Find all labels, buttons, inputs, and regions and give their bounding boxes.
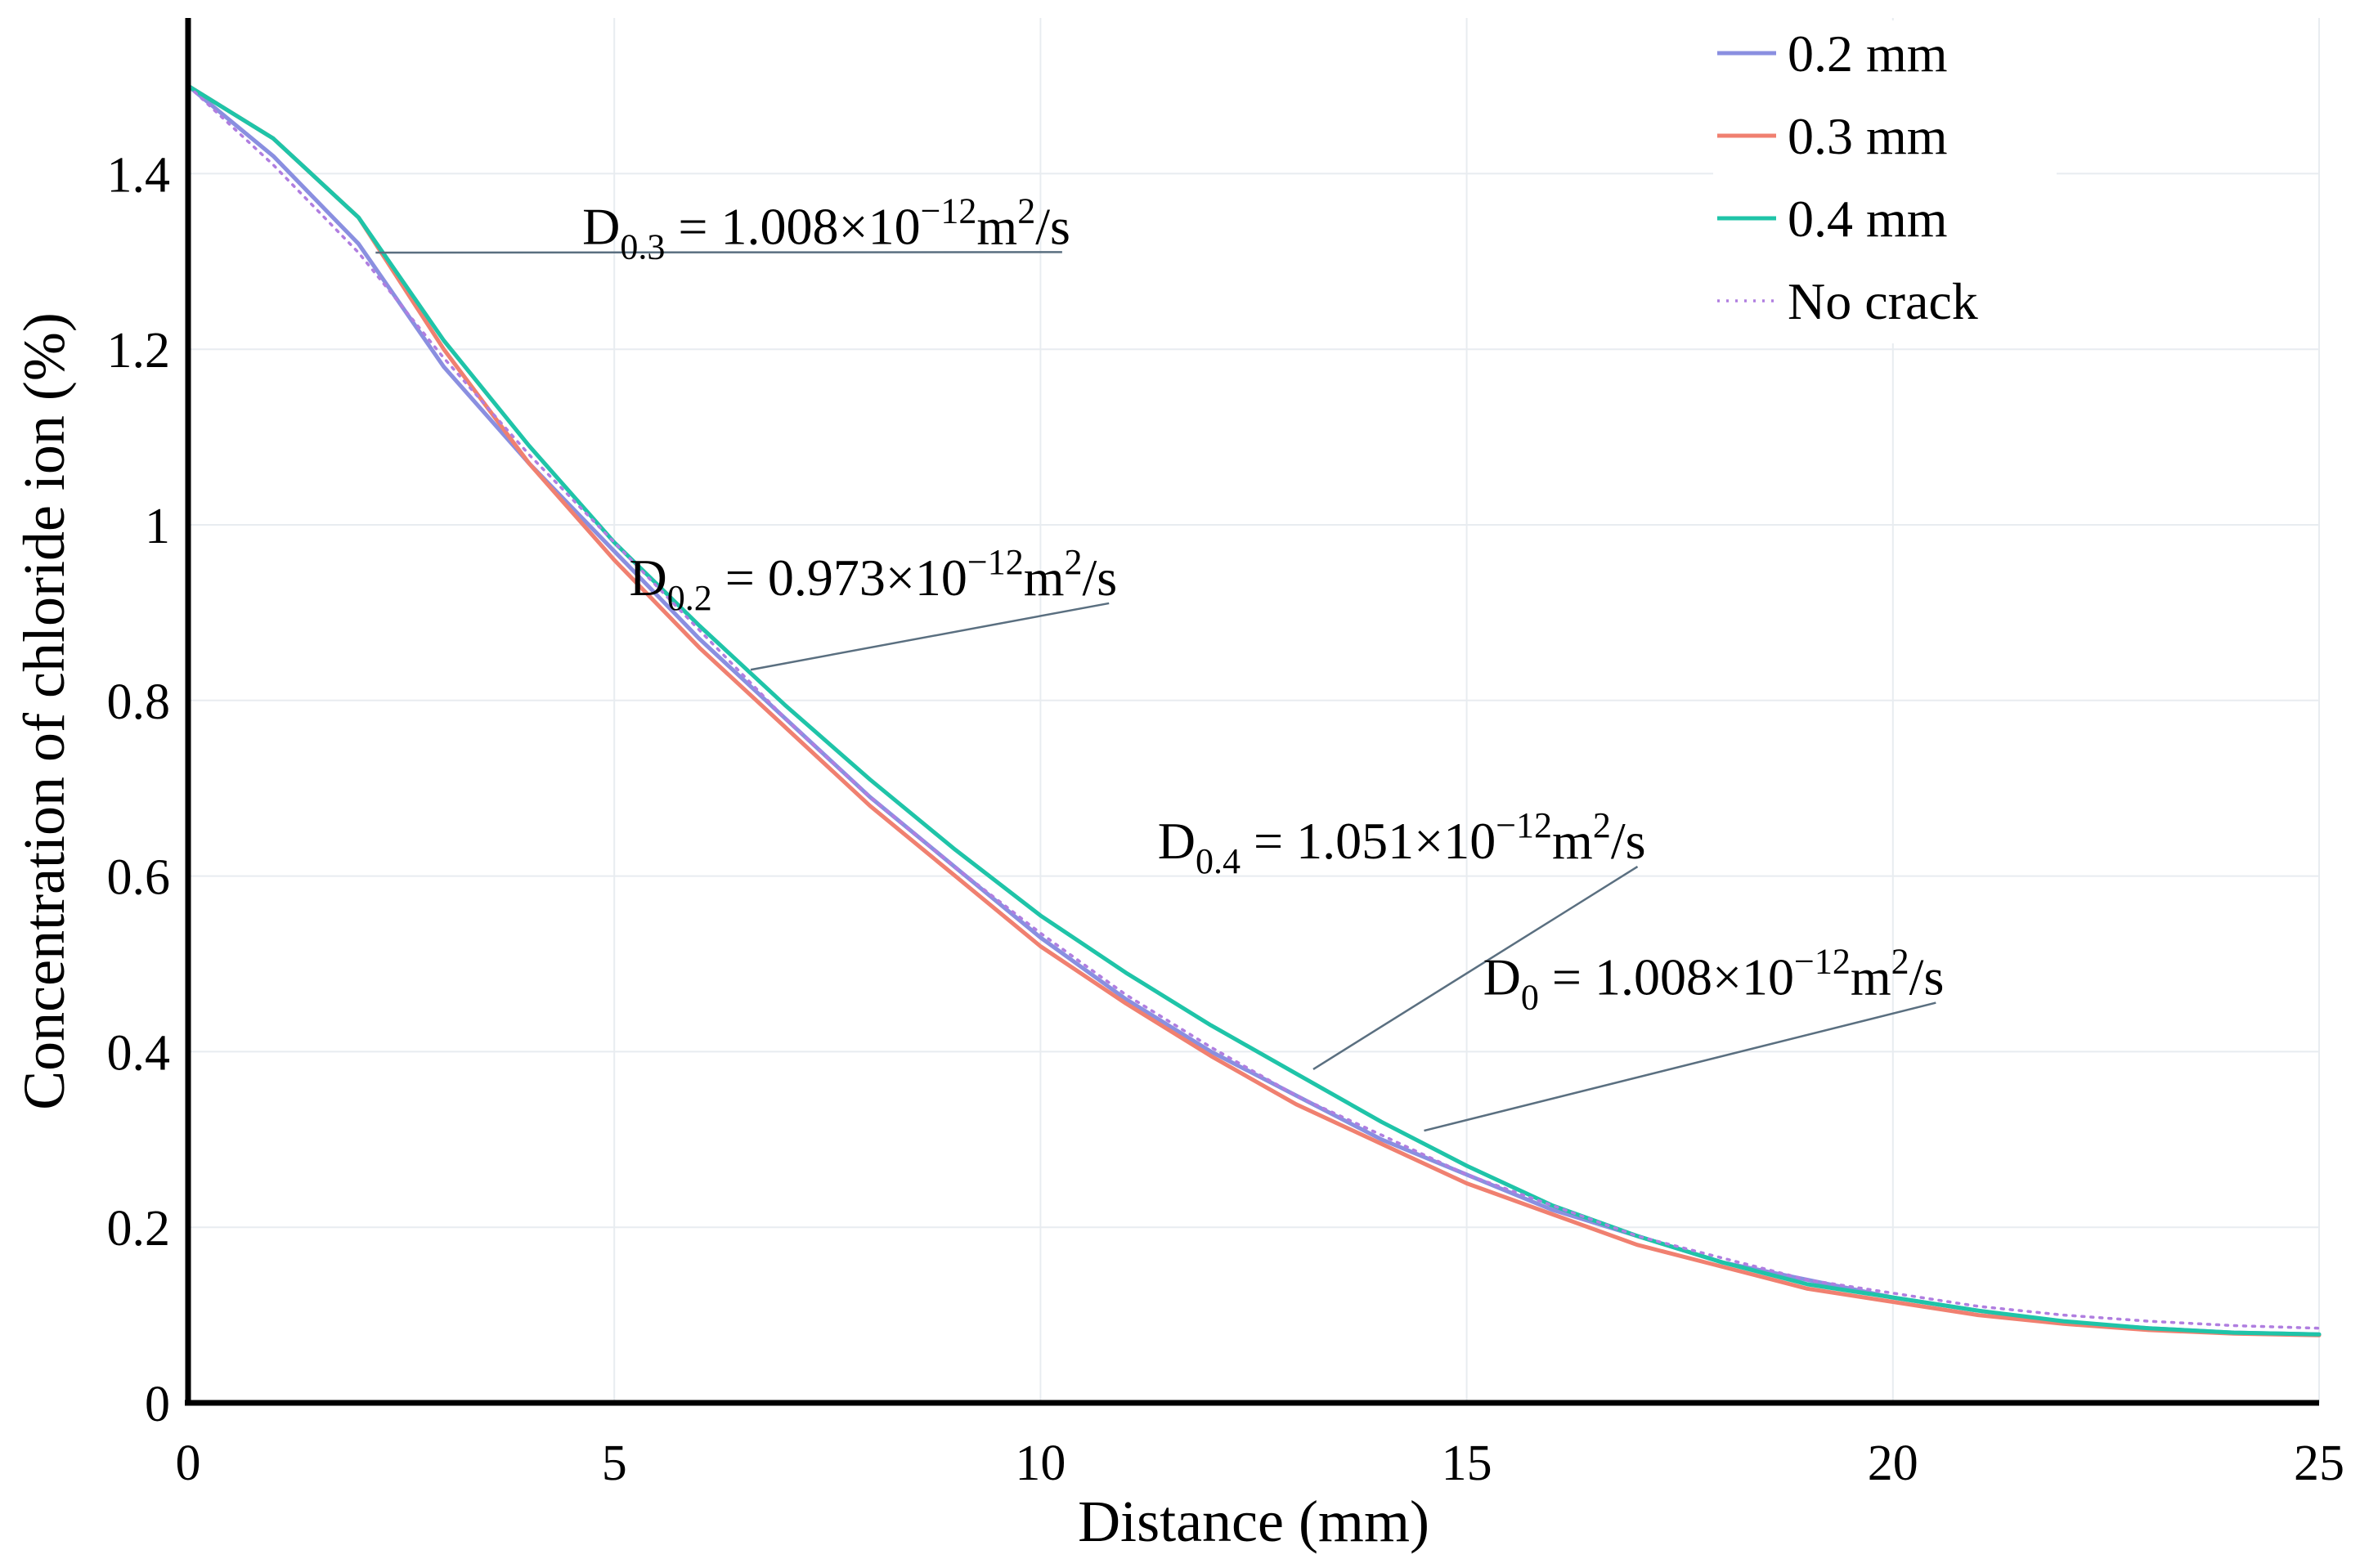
x-tick-label: 25 — [2294, 1436, 2344, 1491]
y-axis-title: Concentration of chloride ion (%) — [11, 312, 77, 1110]
annotation-label: D0.4 = 1.051×10−12m2/s — [1158, 805, 1646, 881]
legend-background — [1713, 20, 2057, 343]
series-line-0-4-mm — [186, 83, 2322, 1337]
grid-lines — [188, 18, 2320, 1403]
y-tick-label: 0 — [145, 1377, 170, 1432]
y-tick-label: 1.2 — [107, 323, 171, 379]
x-tick-label: 5 — [602, 1436, 627, 1491]
y-tick-labels: 0 0.2 0.4 0.6 0.8 1 1.2 1.4 — [107, 147, 171, 1432]
y-tick-label: 1 — [145, 499, 170, 554]
legend-label-0-4-mm: 0.4 mm — [1788, 190, 1948, 248]
y-tick-label: 0.6 — [107, 850, 171, 906]
annotation-label: D0.2 = 0.973×10−12m2/s — [630, 542, 1118, 618]
annotation-leader-line — [750, 602, 1110, 671]
legend-label-0-3-mm: 0.3 mm — [1788, 107, 1948, 165]
legend-label-0-2-mm: 0.2 mm — [1788, 25, 1948, 83]
x-tick-label: 20 — [1868, 1436, 1918, 1491]
legend-label-no-crack: No crack — [1788, 272, 1978, 330]
y-tick-label: 0.2 — [107, 1201, 171, 1257]
x-axis-title: Distance (mm) — [1078, 1489, 1429, 1554]
legend: 0.2 mm 0.3 mm 0.4 mm No crack — [1713, 20, 2057, 343]
annotation-layer: D0.3 = 1.008×10−12m2/s D0.2 = 0.973×10−12… — [375, 190, 1945, 1132]
y-tick-label: 0.8 — [107, 674, 171, 730]
series-layer — [186, 83, 2322, 1337]
annotation-leader-line — [1424, 1001, 1936, 1132]
axes — [185, 18, 2319, 1406]
series-line-no-crack — [186, 84, 2321, 1330]
y-tick-label: 1.4 — [107, 147, 171, 203]
x-tick-label: 0 — [176, 1436, 201, 1491]
x-tick-labels: 0 5 10 15 20 25 — [176, 1436, 2345, 1491]
annotation-label: D0.3 = 1.008×10−12m2/s — [582, 190, 1070, 267]
series-line-0-3-mm — [186, 83, 2322, 1337]
annotation-label: D0 = 1.008×10−12m2/s — [1483, 942, 1945, 1018]
annotation-leader-line — [375, 251, 1062, 254]
annotation-leader-line — [1312, 866, 1639, 1070]
y-tick-label: 0.4 — [107, 1025, 171, 1081]
x-tick-label: 10 — [1015, 1436, 1066, 1491]
x-tick-label: 15 — [1442, 1436, 1492, 1491]
